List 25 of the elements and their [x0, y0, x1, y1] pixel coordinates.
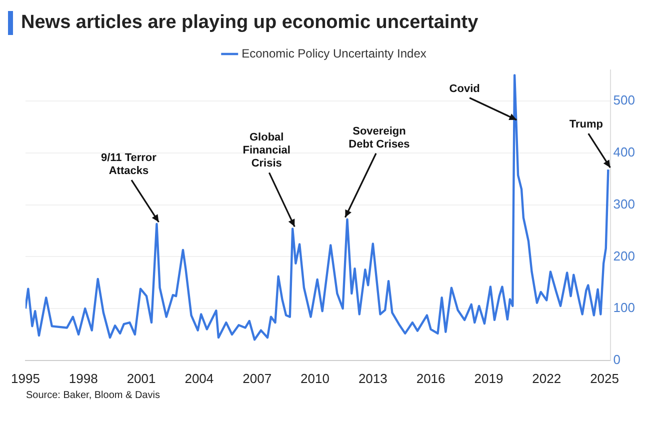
x-tick-label: 2001 [126, 370, 156, 386]
y-tick-label: 0 [613, 352, 621, 367]
x-tick-label: 2010 [300, 370, 330, 386]
y-tick-label: 400 [613, 144, 636, 160]
x-tick-label: 2004 [184, 370, 214, 386]
x-tick-label: 2007 [242, 370, 272, 386]
source-note: Source: Baker, Bloom & Davis [26, 390, 161, 401]
y-tick-label: 300 [613, 196, 636, 212]
x-tick-label: 1998 [68, 370, 98, 386]
y-tick-label: 100 [613, 300, 636, 316]
x-tick-label: 1995 [11, 370, 40, 386]
x-tick-label: 2013 [358, 370, 388, 386]
y-tick-label: 200 [613, 248, 636, 264]
x-tick-label: 2025 [590, 370, 619, 386]
x-tick-label: 2019 [474, 370, 504, 386]
annotation: Sovereign Debt Crises [348, 125, 410, 150]
x-tick-label: 2022 [532, 370, 562, 386]
x-tick-label: 2016 [416, 370, 446, 386]
annotation: Covid [449, 82, 480, 95]
annotation: Global Financial Crisis [242, 132, 290, 170]
annotation: Trump [569, 118, 604, 131]
annotation: 9/11 Terror Attacks [100, 152, 158, 178]
chart-title: News articles are playing up economic uncertainty [21, 12, 478, 34]
y-tick-label: 500 [613, 92, 636, 108]
legend-label: Economic Policy Uncertainty Index [242, 46, 426, 60]
